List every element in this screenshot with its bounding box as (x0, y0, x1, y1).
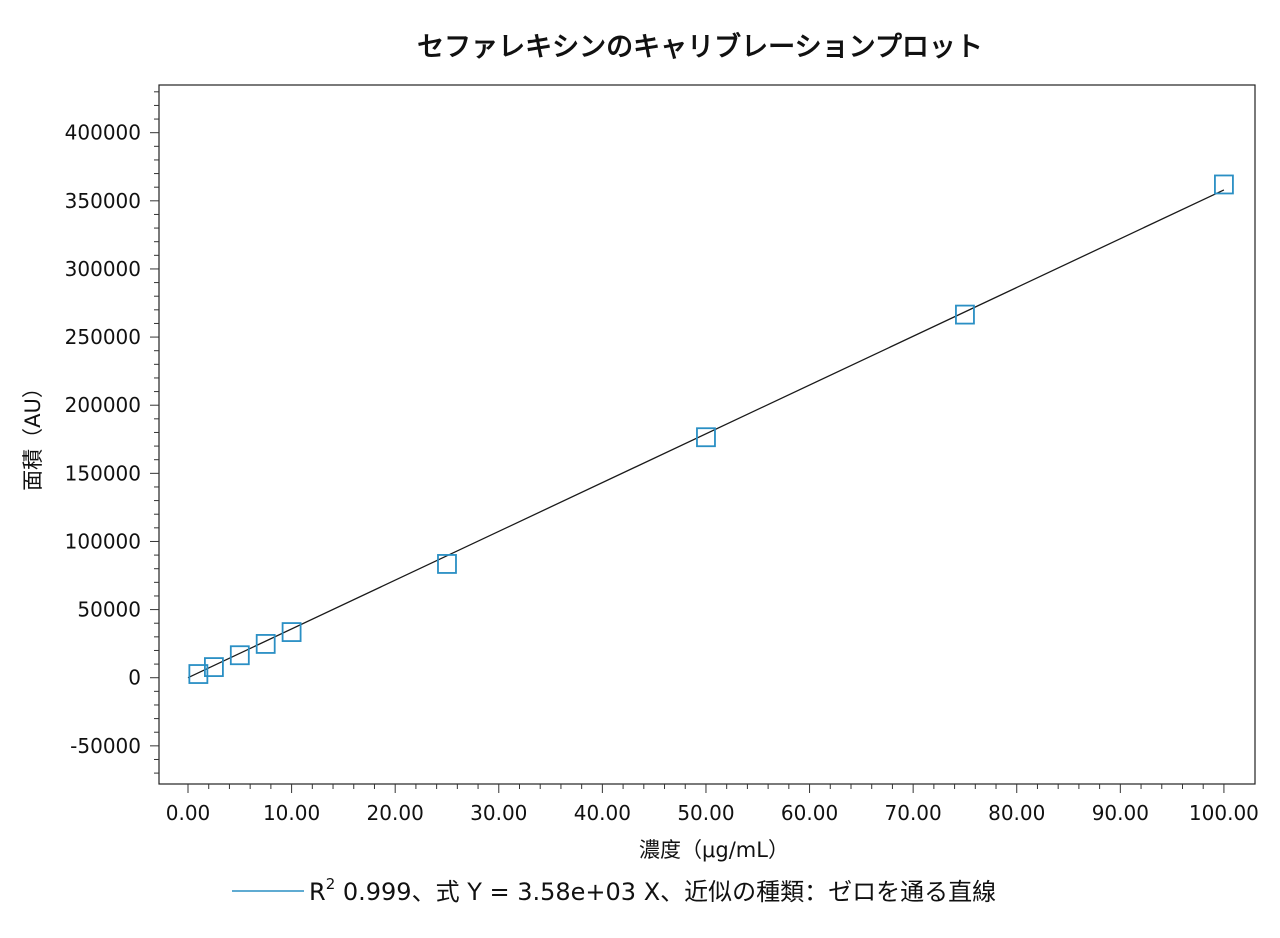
legend-r-superscript: 2 (326, 875, 336, 893)
legend-equation-text: 0.999、式 Y = 3.58e+03 X、近似の種類：ゼロを通る直線 (335, 878, 996, 906)
x-tick-label: 80.00 (988, 801, 1045, 825)
x-tick-label: 10.00 (263, 801, 320, 825)
y-tick-label: 200000 (65, 393, 141, 417)
x-tick-label: 90.00 (1092, 801, 1149, 825)
legend-label: R2 0.999、式 Y = 3.58e+03 X、近似の種類：ゼロを通る直線 (309, 875, 996, 906)
y-axis-ticks: -50000 0 50000 100000 150000 200000 250000 3000… (65, 91, 159, 774)
data-point-marker (204, 657, 224, 677)
x-tick-label: 70.00 (885, 801, 942, 825)
y-tick-label: 0 (128, 666, 141, 690)
x-tick-label: 40.00 (574, 801, 631, 825)
y-tick-label: 100000 (65, 529, 141, 553)
data-point-marker (437, 554, 457, 574)
x-axis-ticks: 0.00 10.00 20.00 30.00 40.00 50.00 60.00 70.00 8… (166, 784, 1259, 825)
data-point-marker (1214, 174, 1234, 195)
data-point-marker (281, 622, 302, 642)
y-tick-label: 50000 (77, 598, 141, 622)
y-tick-label: 300000 (65, 257, 141, 281)
fit-line-group (187, 189, 1225, 679)
data-point-marker (255, 634, 276, 654)
y-tick-label: 150000 (65, 461, 141, 485)
y-axis-title: 面積（AU） (21, 377, 45, 491)
legend-r-label: R (309, 878, 326, 906)
data-points (188, 174, 1234, 684)
y-tick-label: 350000 (65, 189, 141, 213)
plot-area-frame (158, 84, 1256, 785)
data-point-marker (229, 645, 250, 666)
x-tick-label: 20.00 (367, 801, 424, 825)
data-point-marker (696, 427, 716, 448)
fit-line (187, 189, 1225, 679)
x-tick-label: 30.00 (470, 801, 527, 825)
data-point-marker (955, 304, 975, 325)
x-axis-title: 濃度（μg/mL） (639, 838, 789, 862)
x-tick-label: 50.00 (677, 801, 734, 825)
y-tick-label: 400000 (65, 121, 141, 145)
x-tick-label: 60.00 (781, 801, 838, 825)
y-tick-label: 250000 (65, 325, 141, 349)
x-tick-label: 0.00 (166, 801, 211, 825)
y-tick-label: -50000 (70, 734, 141, 758)
x-tick-label: 100.00 (1189, 801, 1259, 825)
data-point-marker (188, 664, 209, 684)
chart-title: セファレキシンのキャリブレーションプロット (417, 31, 983, 63)
legend: R2 0.999、式 Y = 3.58e+03 X、近似の種類：ゼロを通る直線 (232, 875, 996, 906)
